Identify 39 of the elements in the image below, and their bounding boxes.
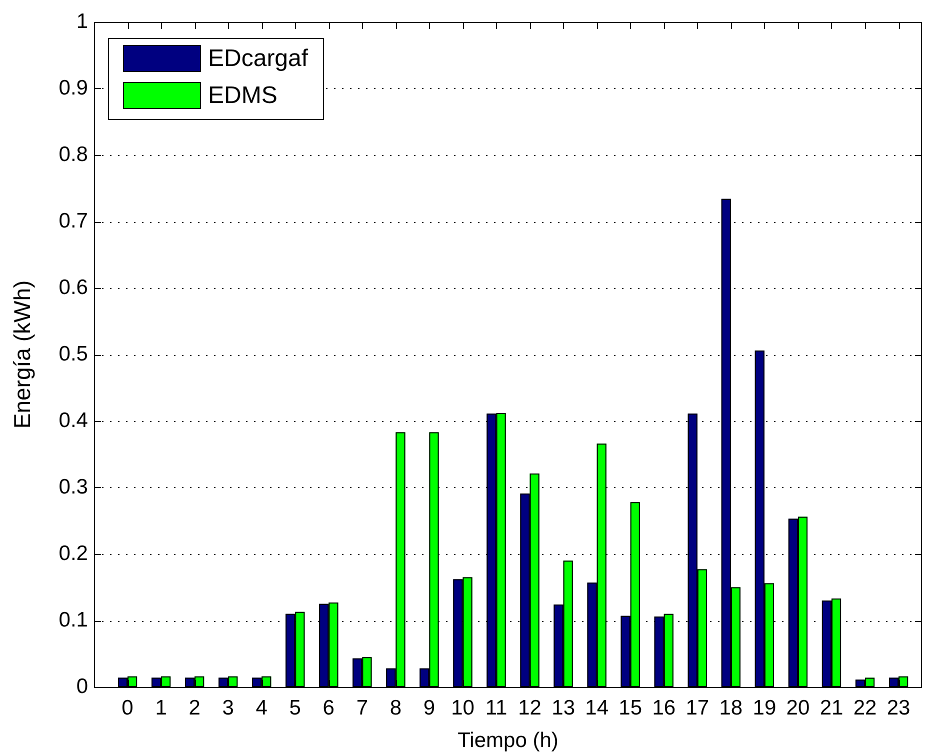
y-tick-label: 0.6 bbox=[58, 276, 88, 299]
x-tick-label: 14 bbox=[585, 696, 609, 720]
y-tick-label: 0 bbox=[76, 674, 88, 698]
x-axis-title: Tiempo (h) bbox=[458, 729, 558, 752]
y-tick-label: 0.8 bbox=[58, 142, 88, 166]
x-tick-label: 8 bbox=[390, 696, 402, 720]
x-tick-label: 4 bbox=[256, 696, 268, 720]
x-tick-label: 0 bbox=[122, 696, 134, 720]
x-tick-label: 7 bbox=[356, 696, 368, 720]
x-tick-label: 1 bbox=[155, 696, 167, 720]
y-tick-label: 0.4 bbox=[58, 408, 88, 432]
x-tick-label: 19 bbox=[752, 696, 776, 720]
x-tick-label: 23 bbox=[886, 696, 910, 720]
y-tick-label: 1 bbox=[76, 10, 88, 33]
y-tick-label: 0.3 bbox=[58, 475, 88, 498]
x-tick-label: 17 bbox=[686, 696, 710, 720]
x-tick-label: 10 bbox=[451, 696, 474, 720]
x-tick-label: 20 bbox=[786, 696, 810, 720]
x-tick-label: 22 bbox=[853, 696, 877, 720]
y-tick-label: 0.5 bbox=[58, 342, 88, 366]
x-tick-label: 12 bbox=[518, 696, 542, 720]
x-tick-label: 18 bbox=[719, 696, 743, 720]
y-tick-label: 0.9 bbox=[58, 76, 88, 100]
x-tick-label: 6 bbox=[322, 696, 334, 720]
y-tick-label: 0.7 bbox=[58, 209, 88, 232]
x-tick-label: 16 bbox=[652, 696, 676, 720]
legend-label: EDcargaf bbox=[208, 45, 308, 72]
x-tick-label: 21 bbox=[820, 696, 844, 720]
x-tick-label: 2 bbox=[188, 696, 200, 720]
y-axis-title: Energía (kWh) bbox=[9, 280, 36, 429]
y-tick-label: 0.2 bbox=[58, 542, 88, 565]
y-tick-label: 0.1 bbox=[58, 608, 88, 632]
legend-label: EDMS bbox=[208, 82, 278, 110]
x-tick-label: 13 bbox=[552, 696, 575, 720]
x-tick-label: 11 bbox=[485, 696, 508, 720]
x-tick-label: 9 bbox=[423, 696, 436, 720]
x-tick-label: 15 bbox=[618, 696, 642, 720]
x-tick-label: 5 bbox=[289, 696, 301, 720]
x-tick-label: 3 bbox=[222, 696, 234, 720]
